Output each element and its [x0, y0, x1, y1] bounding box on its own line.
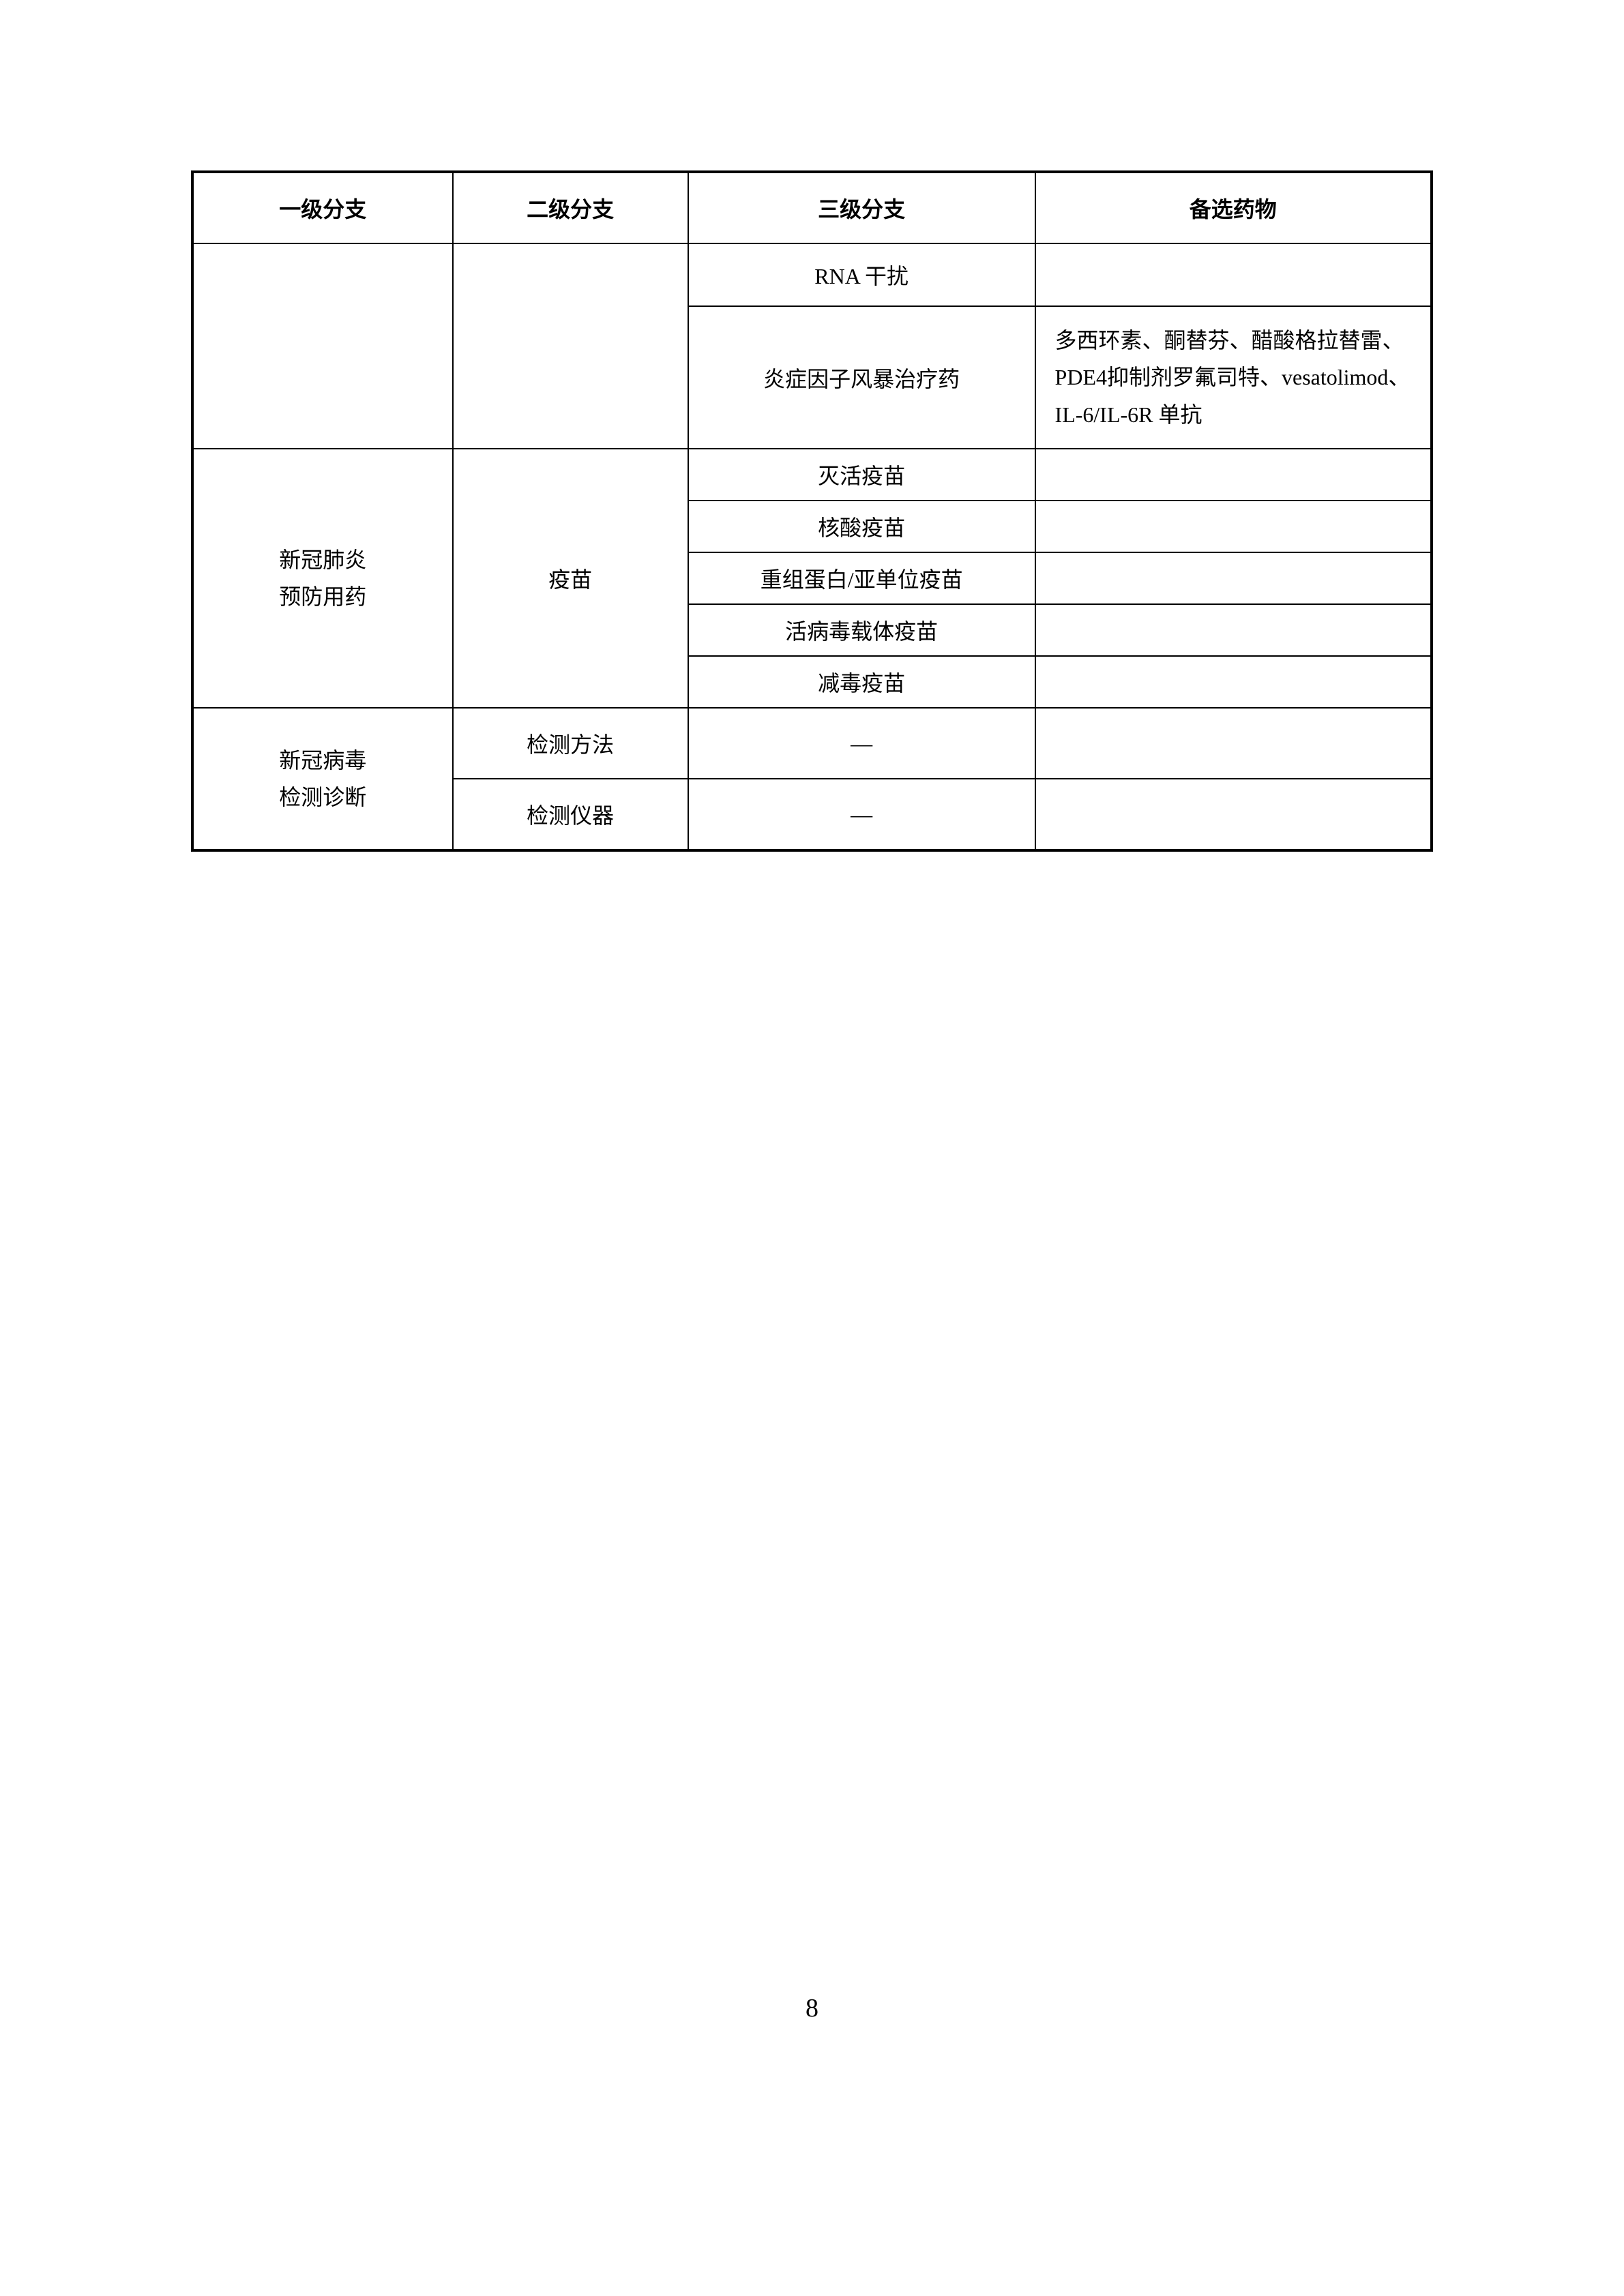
cell-level3: RNA 干扰: [688, 243, 1035, 306]
cell-level2: [453, 243, 688, 449]
table-row: RNA 干扰: [192, 243, 1432, 306]
cell-drugs: [1035, 708, 1432, 779]
cell-drugs: [1035, 449, 1432, 501]
cell-level3: —: [688, 708, 1035, 779]
page-number: 8: [0, 1993, 1624, 2023]
cell-drugs: [1035, 604, 1432, 656]
cell-level3: 灭活疫苗: [688, 449, 1035, 501]
header-level3: 三级分支: [688, 172, 1035, 243]
cell-drugs: [1035, 552, 1432, 604]
cell-level3: 核酸疫苗: [688, 501, 1035, 552]
cell-level2: 疫苗: [453, 449, 688, 708]
classification-table: 一级分支 二级分支 三级分支 备选药物 RNA 干扰 炎症因子风暴治疗药 多西环…: [191, 170, 1433, 852]
cell-level2: 检测方法: [453, 708, 688, 779]
cell-drugs: 多西环素、酮替芬、醋酸格拉替雷、PDE4抑制剂罗氟司特、vesatolimod、…: [1035, 306, 1432, 449]
cell-level3: 重组蛋白/亚单位疫苗: [688, 552, 1035, 604]
cell-text: 新冠病毒检测诊断: [279, 748, 366, 809]
table-row: 新冠病毒检测诊断 检测方法 —: [192, 708, 1432, 779]
cell-level1: 新冠肺炎预防用药: [192, 449, 453, 708]
cell-level3: 炎症因子风暴治疗药: [688, 306, 1035, 449]
cell-drugs: [1035, 656, 1432, 708]
cell-level1: [192, 243, 453, 449]
cell-level3: —: [688, 779, 1035, 850]
cell-drugs: [1035, 243, 1432, 306]
cell-drugs: [1035, 779, 1432, 850]
table-row: 新冠肺炎预防用药 疫苗 灭活疫苗: [192, 449, 1432, 501]
table-header-row: 一级分支 二级分支 三级分支 备选药物: [192, 172, 1432, 243]
cell-text: 新冠肺炎预防用药: [279, 548, 366, 609]
cell-level3: 活病毒载体疫苗: [688, 604, 1035, 656]
header-drugs: 备选药物: [1035, 172, 1432, 243]
cell-level2: 检测仪器: [453, 779, 688, 850]
header-level2: 二级分支: [453, 172, 688, 243]
cell-drugs: [1035, 501, 1432, 552]
cell-level3: 减毒疫苗: [688, 656, 1035, 708]
cell-level1: 新冠病毒检测诊断: [192, 708, 453, 850]
header-level1: 一级分支: [192, 172, 453, 243]
